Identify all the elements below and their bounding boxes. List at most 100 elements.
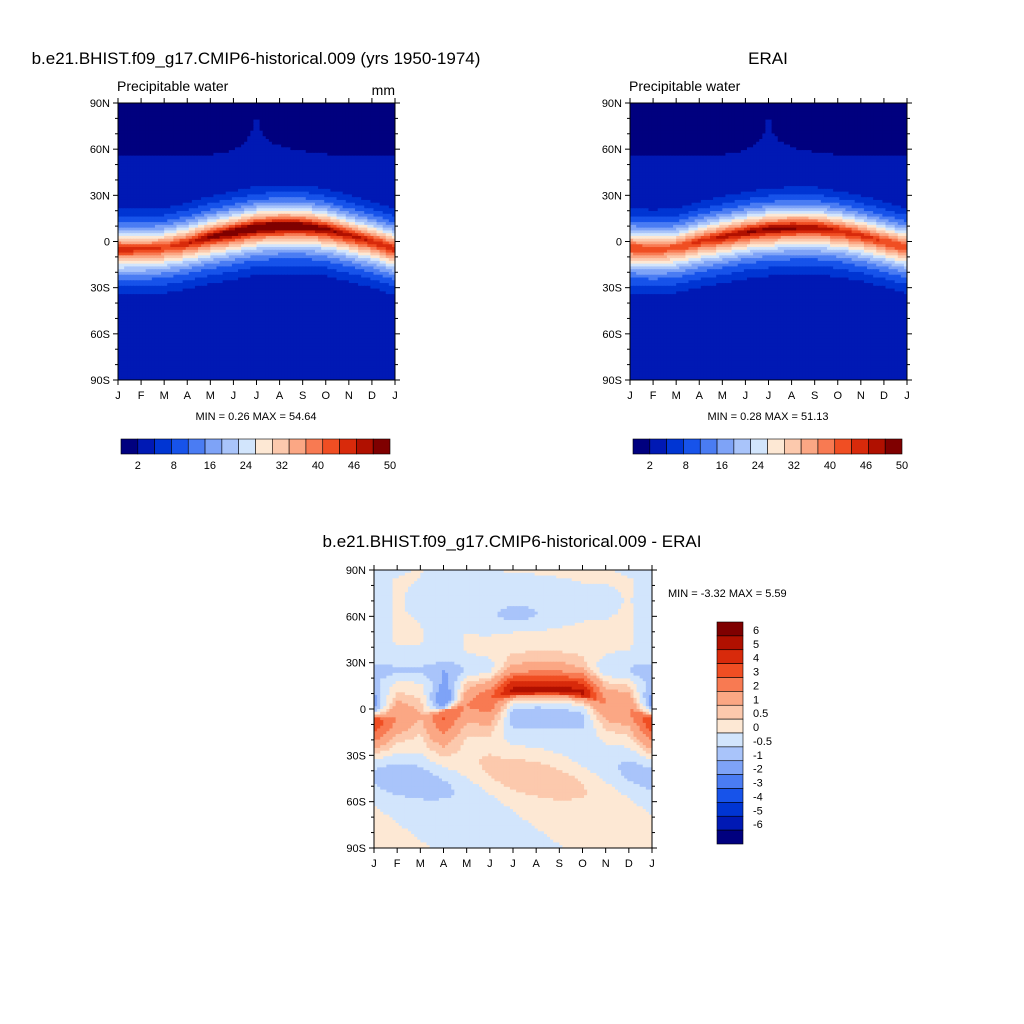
contour-cell: [182, 213, 187, 218]
contour-cell: [284, 197, 288, 201]
contour-cell: [284, 141, 288, 146]
contour-cell: [373, 133, 378, 137]
contour-cell: [241, 158, 245, 162]
contour-cell: [287, 202, 291, 207]
contour-cell: [290, 249, 295, 254]
contour-cell: [179, 230, 184, 234]
contour-cell: [364, 183, 368, 187]
contour-cell: [351, 216, 356, 220]
contour-cell: [351, 244, 356, 248]
contour-cell: [330, 122, 335, 126]
contour-cell: [244, 191, 248, 196]
contour-cell: [154, 155, 159, 159]
contour-cell: [253, 150, 258, 154]
contour-cell: [348, 172, 353, 176]
contour-cell: [250, 111, 255, 115]
contour-cell: [247, 230, 251, 234]
contour-cell: [370, 141, 375, 146]
contour-cell: [201, 155, 205, 159]
contour-cell: [253, 208, 258, 212]
contour-cell: [161, 127, 165, 132]
contour-cell: [191, 202, 196, 207]
contour-cell: [336, 119, 341, 123]
contour-cell: [188, 125, 193, 129]
contour-cell: [238, 238, 242, 243]
contour-cell: [210, 255, 215, 259]
contour-cell: [290, 227, 295, 232]
contour-cell: [345, 222, 350, 226]
contour-cell: [222, 116, 227, 121]
contour-cell: [201, 177, 205, 182]
contour-cell: [299, 183, 304, 187]
contour-cell: [179, 211, 184, 215]
contour-cell: [151, 114, 156, 118]
contour-cell: [358, 230, 362, 234]
contour-cell: [256, 136, 261, 140]
contour-cell: [207, 249, 211, 254]
contour-cell: [268, 208, 273, 212]
contour-cell: [364, 119, 368, 123]
contour-cell: [299, 219, 304, 223]
contour-cell: [118, 235, 122, 240]
contour-cell: [305, 197, 310, 201]
contour-cell: [364, 163, 368, 168]
contour-cell: [158, 152, 162, 157]
contour-cell: [265, 103, 270, 107]
contour-cell: [278, 169, 282, 173]
contour-cell: [244, 130, 248, 135]
contour-cell: [351, 139, 356, 143]
contour-cell: [151, 227, 156, 232]
contour-cell: [213, 130, 218, 135]
contour-cell: [361, 247, 365, 251]
contour-cell: [345, 127, 350, 132]
contour-cell: [265, 244, 270, 248]
contour-cell: [321, 213, 325, 218]
contour-cell: [299, 191, 304, 196]
contour-cell: [188, 103, 193, 107]
contour-cell: [296, 244, 301, 248]
contour-cell: [361, 152, 365, 157]
contour-cell: [124, 244, 128, 248]
contour-cell: [164, 227, 168, 232]
contour-cell: [176, 224, 181, 229]
contour-cell: [324, 183, 328, 187]
contour-cell: [170, 144, 174, 148]
contour-cell: [142, 166, 147, 171]
contour-cell: [391, 150, 395, 154]
contour-cell: [388, 224, 393, 229]
contour-cell: [201, 139, 205, 143]
contour-cell: [373, 147, 378, 151]
contour-cell: [265, 155, 270, 159]
contour-cell: [216, 136, 221, 140]
contour-cell: [259, 252, 264, 256]
contour-cell: [318, 244, 322, 248]
contour-cell: [367, 150, 371, 154]
contour-cell: [388, 122, 393, 126]
contour-cell: [287, 247, 291, 251]
contour-cell: [234, 194, 239, 198]
contour-cell: [201, 166, 205, 171]
contour-cell: [271, 230, 276, 234]
contour-cell: [213, 194, 218, 198]
contour-cell: [281, 208, 285, 212]
contour-cell: [327, 249, 331, 254]
contour-cell: [133, 139, 138, 143]
contour-cell: [305, 183, 310, 187]
contour-cell: [139, 191, 144, 196]
contour-cell: [345, 169, 350, 173]
contour-cell: [201, 249, 205, 254]
contour-cell: [311, 105, 316, 110]
contour-cell: [241, 152, 245, 157]
contour-cell: [247, 175, 251, 179]
contour-cell: [293, 199, 298, 204]
contour-cell: [385, 202, 390, 207]
contour-cell: [364, 194, 368, 198]
contour-cell: [364, 211, 368, 215]
contour-cell: [358, 161, 362, 165]
contour-cell: [339, 116, 344, 121]
contour-cell: [213, 172, 218, 176]
contour-cell: [287, 227, 291, 232]
contour-cell: [314, 161, 319, 165]
contour-cell: [388, 249, 393, 254]
contour-cell: [188, 144, 193, 148]
